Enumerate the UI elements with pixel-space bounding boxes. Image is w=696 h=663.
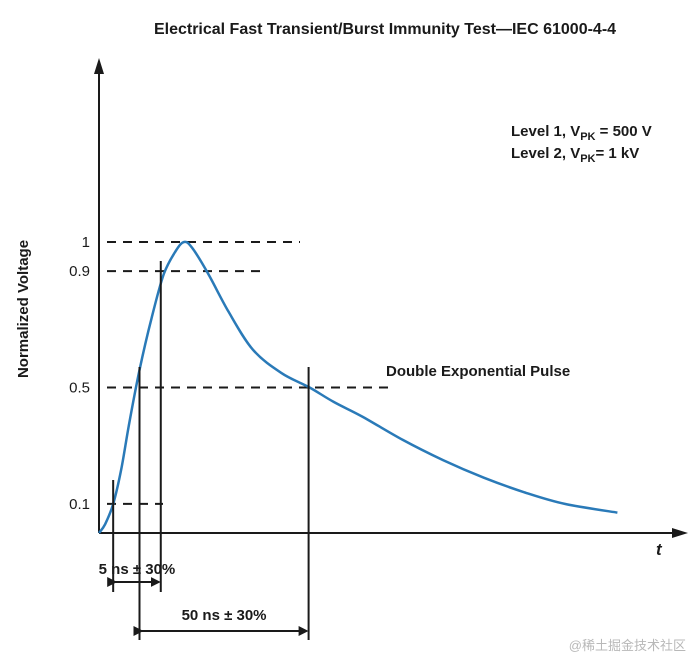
level-1-value: = 500 V [596, 123, 652, 140]
y-tick-group: 1 0.9 0.5 0.1 [69, 234, 90, 513]
level-2-value: = 1 kV [596, 145, 640, 162]
rise-time-label: 5 ns ± 30% [99, 561, 176, 578]
chart-title: Electrical Fast Transient/Burst Immunity… [154, 21, 616, 38]
y-tick-label: 1 [82, 234, 90, 251]
level-2-prefix: Level 2, V [511, 145, 580, 162]
pulse-width-label: 50 ns ± 30% [182, 607, 267, 624]
y-axis-label: Normalized Voltage [15, 240, 32, 378]
pulse-name-label: Double Exponential Pulse [386, 363, 570, 380]
level-1-subscript: PK [580, 131, 595, 143]
level-1-prefix: Level 1, V [511, 123, 580, 140]
watermark: @稀土掘金技术社区 [569, 638, 686, 653]
guide-lines [107, 241, 388, 505]
x-axis-arrow [672, 528, 688, 538]
level-2-note: Level 2, VPK= 1 kV [511, 145, 639, 165]
double-exponential-pulse-curve [97, 240, 618, 534]
y-tick-label: 0.1 [69, 496, 90, 513]
level-2-subscript: PK [580, 153, 595, 165]
y-tick-label: 0.9 [69, 263, 90, 280]
y-axis-arrow [94, 58, 104, 74]
x-axis-label: t [656, 540, 663, 559]
y-tick-label: 0.5 [69, 380, 90, 397]
level-1-note: Level 1, VPK = 500 V [511, 123, 652, 143]
